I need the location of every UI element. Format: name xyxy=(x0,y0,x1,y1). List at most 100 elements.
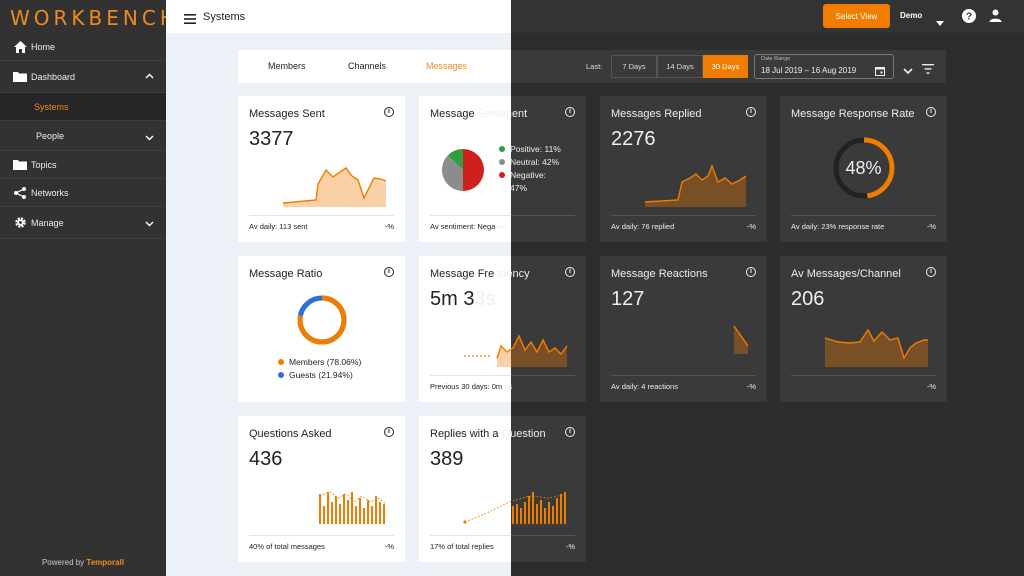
info-icon[interactable]: i xyxy=(746,107,756,117)
card-change: -% xyxy=(747,222,756,231)
range-14-days-button[interactable]: 14 Days xyxy=(657,55,703,78)
message-response-rate-card[interactable]: Message Response Rate i 48% Av daily: 23… xyxy=(780,96,947,242)
title-part: quency xyxy=(494,268,529,280)
messages-sent-card[interactable]: Messages Sent i 3377 Av daily: 113 sent … xyxy=(238,96,405,242)
date-range-label: Date Range xyxy=(761,56,790,62)
sidebar-item-people[interactable]: People xyxy=(0,121,166,151)
info-icon[interactable]: i xyxy=(565,427,575,437)
pie-slice-negative xyxy=(463,149,484,191)
replies-with-a-question-card[interactable]: Replies with a Question i 389 17% of tot… xyxy=(419,416,586,562)
tab-messages[interactable]: Messages xyxy=(426,61,467,71)
info-icon[interactable]: i xyxy=(926,107,936,117)
card-divider xyxy=(791,375,936,376)
info-icon[interactable]: i xyxy=(384,107,394,117)
info-icon[interactable]: i xyxy=(926,267,936,277)
menu-icon[interactable] xyxy=(184,11,196,29)
powered-name[interactable]: Temporall xyxy=(86,558,124,567)
sidebar-item-label: Topics xyxy=(31,160,57,170)
chevron-down-icon xyxy=(145,219,154,229)
legend-positive: Positive: 11% xyxy=(499,143,561,156)
card-value: 206 xyxy=(791,288,824,311)
logo: WORKBENCH xyxy=(10,6,179,30)
card-title: Av Messages/Channel xyxy=(791,268,901,280)
calendar-icon[interactable] xyxy=(875,63,885,81)
caret-down-icon[interactable] xyxy=(936,13,944,31)
gear-icon xyxy=(13,216,27,230)
filter-icon[interactable] xyxy=(922,61,934,79)
title-part: Sentiment xyxy=(478,108,528,120)
message-ratio-card[interactable]: Message Ratio i Members (78.06%) Guests … xyxy=(238,256,405,402)
card-footer: Previous 30 days: 0m 0s xyxy=(430,382,512,391)
card-change: -% xyxy=(385,222,394,231)
card-divider xyxy=(791,215,936,216)
card-footer: Av sentiment: Negative xyxy=(430,222,507,231)
info-icon[interactable]: i xyxy=(384,267,394,277)
powered-prefix: Powered by xyxy=(42,558,84,567)
share-icon xyxy=(13,186,27,200)
folder-icon xyxy=(13,70,27,84)
tab-members[interactable]: Members xyxy=(268,61,306,71)
message-reactions-card[interactable]: Message Reactions i 127 Av daily: 4 reac… xyxy=(600,256,767,402)
card-title: Message Sentiment xyxy=(430,108,527,120)
value-part: 3s xyxy=(474,288,495,310)
tab-bar: Members Channels Messages Last: 7 Days 1… xyxy=(238,50,946,83)
sidebar-item-label: Networks xyxy=(31,188,69,198)
message-frequency-card[interactable]: Message Frequency i 5m 33s Previous 30 d… xyxy=(419,256,586,402)
sidebar-item-topics[interactable]: Topics xyxy=(0,151,166,179)
sidebar-item-label: People xyxy=(36,131,64,141)
card-value: 48% xyxy=(780,158,947,179)
range-7-days-button[interactable]: 7 Days xyxy=(611,55,657,78)
main-area-dark xyxy=(511,33,1024,576)
date-range-field[interactable]: Date Range 18 Jul 2019 – 16 Aug 2019 xyxy=(754,54,894,79)
info-icon[interactable]: i xyxy=(746,267,756,277)
legend-label: Neutral: 42% xyxy=(510,157,559,167)
tab-channels[interactable]: Channels xyxy=(348,61,386,71)
date-range-value: 18 Jul 2019 – 16 Aug 2019 xyxy=(761,66,856,75)
chevron-down-icon xyxy=(145,133,154,143)
message-sentiment-card[interactable]: Message Sentiment i Positive: 11% Neutra… xyxy=(419,96,586,242)
card-value: 389 xyxy=(430,448,463,471)
sidebar-item-label: Systems xyxy=(34,102,69,112)
card-value: 2276 xyxy=(611,128,656,151)
info-icon[interactable]: i xyxy=(565,107,575,117)
account-icon[interactable] xyxy=(989,9,1002,27)
sidebar-item-networks[interactable]: Networks xyxy=(0,179,166,207)
card-title: Replies with a Question xyxy=(430,428,546,440)
expand-icon[interactable] xyxy=(903,62,913,80)
help-icon[interactable]: ? xyxy=(962,9,976,28)
top-bar: Systems Select View Demo ? xyxy=(166,0,1024,33)
info-icon[interactable]: i xyxy=(384,427,394,437)
sidebar-item-systems[interactable]: Systems xyxy=(0,93,166,121)
home-icon xyxy=(13,40,27,54)
av-messages-per-channel-card[interactable]: Av Messages/Channel i 206 -% xyxy=(780,256,947,402)
sidebar-item-home[interactable]: Home xyxy=(0,33,166,61)
powered-by: Powered by Temporall xyxy=(0,558,166,567)
sparkline-chart xyxy=(640,322,755,367)
sidebar-item-dashboard[interactable]: Dashboard xyxy=(0,61,166,93)
bar-sparkline-chart xyxy=(459,482,574,527)
messages-replied-card[interactable]: Messages Replied i 2276 Av daily: 76 rep… xyxy=(600,96,767,242)
user-menu[interactable]: Demo xyxy=(900,11,922,20)
title-part: Question xyxy=(502,428,546,440)
card-footer: Av daily: 4 reactions xyxy=(611,382,678,391)
legend-negative: Negative: xyxy=(499,169,561,182)
card-value: 5m 33s xyxy=(430,288,496,311)
questions-asked-card[interactable]: Questions Asked i 436 40% of total messa… xyxy=(238,416,405,562)
legend-label: Negative: xyxy=(510,170,546,180)
card-title: Questions Asked xyxy=(249,428,332,440)
svg-text:?: ? xyxy=(966,12,972,23)
top-bar-dark xyxy=(511,0,1024,33)
card-footer: Av daily: 76 replied xyxy=(611,222,674,231)
last-label: Last: xyxy=(586,62,602,71)
select-view-button[interactable]: Select View xyxy=(823,4,890,28)
sidebar-item-label: Dashboard xyxy=(31,72,75,82)
card-change: -% xyxy=(385,542,394,551)
info-icon[interactable]: i xyxy=(565,267,575,277)
card-change: -% xyxy=(927,382,936,391)
chevron-up-icon xyxy=(145,71,154,81)
page-title: Systems xyxy=(203,11,245,23)
sidebar-item-manage[interactable]: Manage xyxy=(0,207,166,239)
range-30-days-button[interactable]: 30 Days xyxy=(703,55,748,78)
card-value: 436 xyxy=(249,448,282,471)
sentiment-legend: Positive: 11% Neutral: 42% Negative: 47% xyxy=(499,143,561,195)
